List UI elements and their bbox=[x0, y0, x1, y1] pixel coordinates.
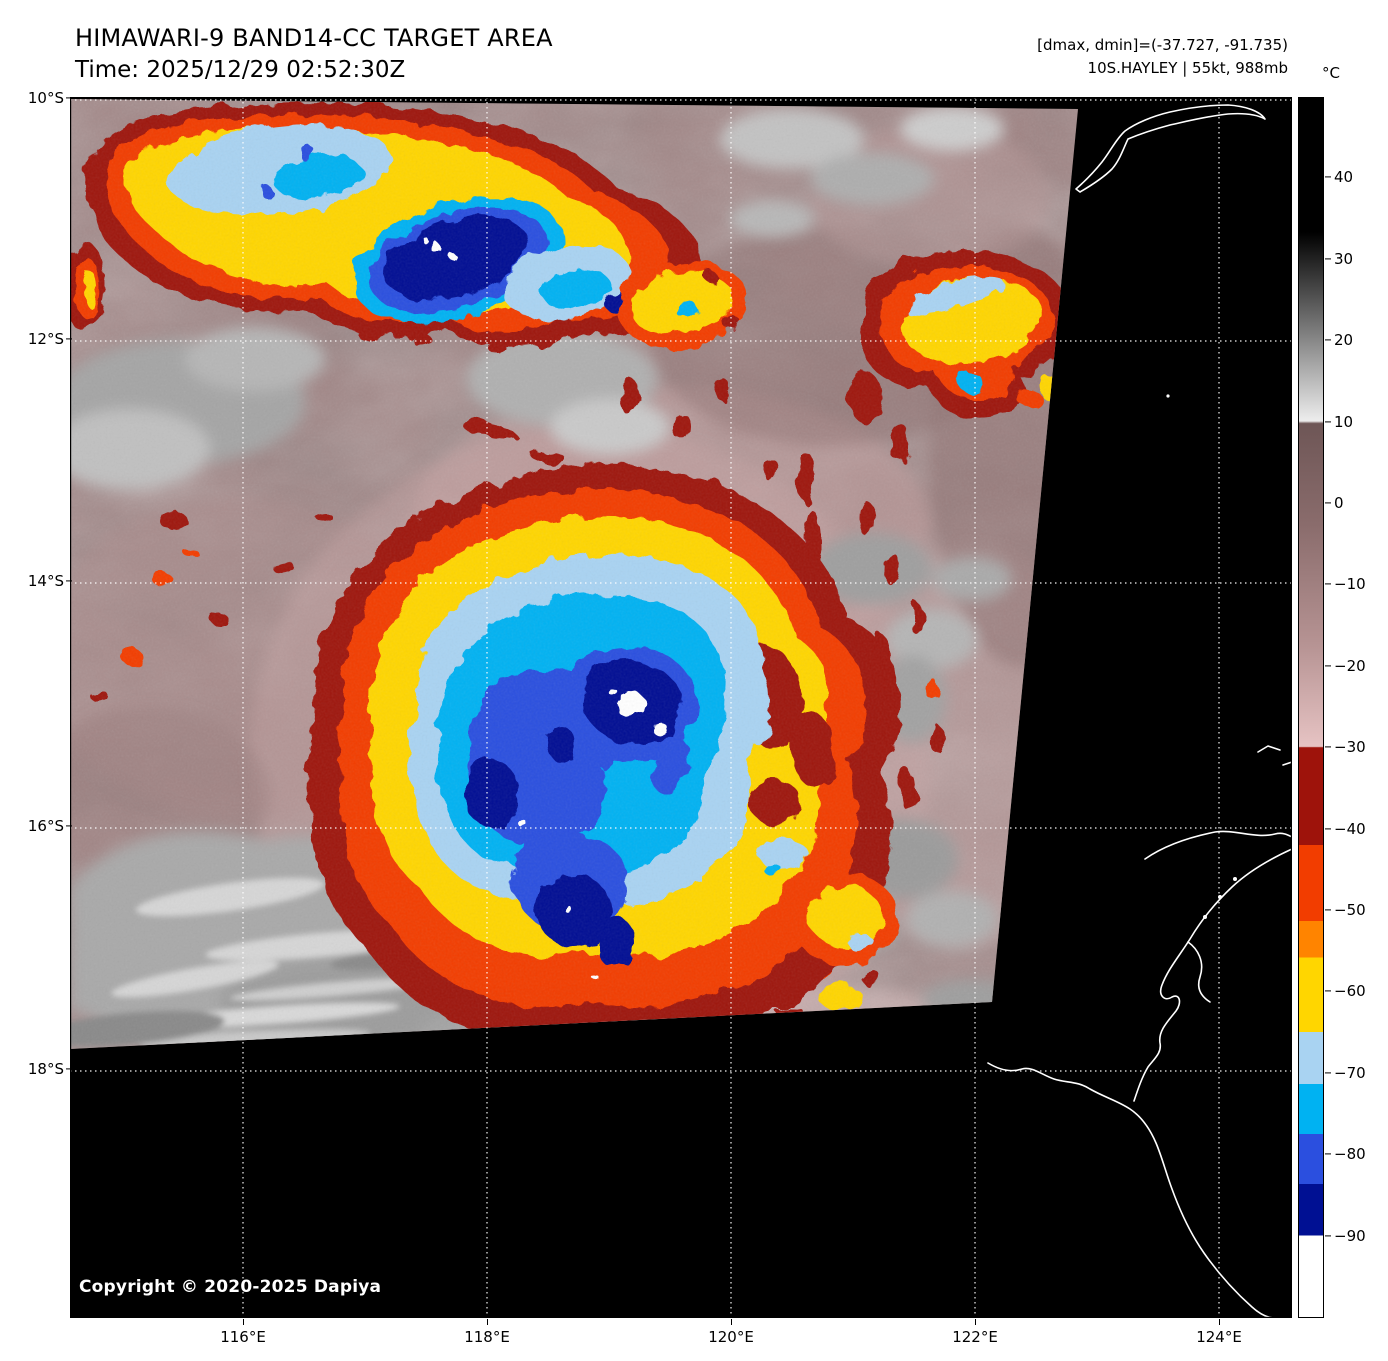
colorbar-tick-label: 0 bbox=[1334, 494, 1344, 512]
kimberley-coast bbox=[1144, 830, 1292, 860]
small-island-dot bbox=[1166, 394, 1170, 398]
coastline bbox=[987, 104, 1292, 1318]
colorbar-tick-label: −90 bbox=[1334, 1227, 1366, 1245]
storm-info-annotation: 10S.HAYLEY | 55kt, 988mb bbox=[1087, 59, 1288, 77]
plot-area: Copyright © 2020-2025 Dapiya bbox=[70, 97, 1292, 1318]
australia-nw-coast bbox=[987, 1062, 1276, 1318]
satellite-map bbox=[70, 97, 1292, 1318]
dampier-peninsula bbox=[1133, 848, 1292, 1102]
colorbar-tick-label: −10 bbox=[1334, 575, 1366, 593]
colorbar-tick-label: 30 bbox=[1334, 250, 1354, 268]
timor-island-outline bbox=[1075, 104, 1266, 193]
colorbar-tick-label: 20 bbox=[1334, 331, 1354, 349]
colorbar-tick-label: −60 bbox=[1334, 982, 1366, 1000]
lon-tick-label: 120°E bbox=[691, 1319, 771, 1346]
colorbar-tick-label: 10 bbox=[1334, 413, 1354, 431]
temperature-colorbar bbox=[1298, 97, 1324, 1318]
lat-tick-label: 10°S bbox=[2, 89, 64, 107]
colorbar-tick-label: −50 bbox=[1334, 901, 1366, 919]
colorbar-tick-label: −70 bbox=[1334, 1064, 1366, 1082]
time-label: Time: 2025/12/29 02:52:30Z bbox=[75, 57, 406, 83]
colorbar-tick-label: −30 bbox=[1334, 738, 1366, 756]
colorbar-tick-label: −80 bbox=[1334, 1145, 1366, 1163]
colorbar-tick-label: 40 bbox=[1334, 168, 1354, 186]
lat-tick-label: 14°S bbox=[2, 572, 64, 590]
graticule bbox=[70, 97, 1292, 1318]
lon-tick-label: 118°E bbox=[447, 1319, 527, 1346]
lon-tick-label: 122°E bbox=[935, 1319, 1015, 1346]
colorbar-tick-label: −20 bbox=[1334, 657, 1366, 675]
lon-tick-label: 124°E bbox=[1179, 1319, 1259, 1346]
lon-tick-label: 116°E bbox=[203, 1319, 283, 1346]
lat-tick-label: 16°S bbox=[2, 817, 64, 835]
copyright-text: Copyright © 2020-2025 Dapiya bbox=[79, 1277, 382, 1297]
lat-tick-label: 18°S bbox=[2, 1060, 64, 1078]
page-title: HIMAWARI-9 BAND14-CC TARGET AREA bbox=[75, 24, 553, 52]
dmax-dmin-annotation: [dmax, dmin]=(-37.727, -91.735) bbox=[1037, 36, 1288, 54]
colorbar-unit-label: °C bbox=[1322, 64, 1340, 82]
colorbar-tick-label: −40 bbox=[1334, 820, 1366, 838]
plot-frame bbox=[70, 97, 1292, 1318]
lat-tick-label: 12°S bbox=[2, 330, 64, 348]
